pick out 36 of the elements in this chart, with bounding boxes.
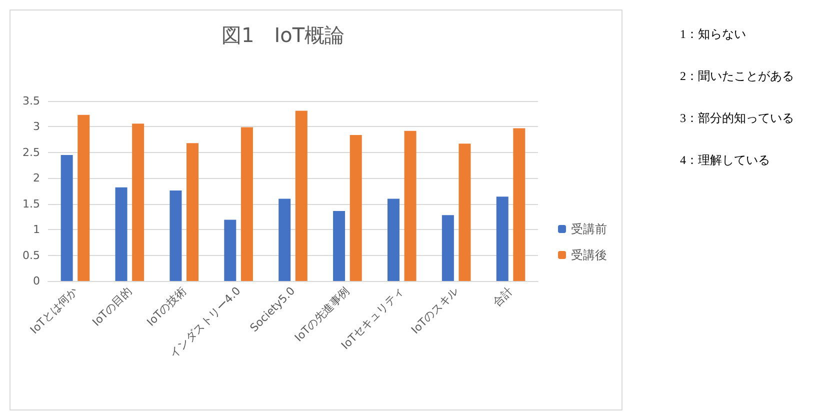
y-tick-label: 1.5 <box>22 197 40 210</box>
bar <box>278 198 291 281</box>
legend-label: 受講後 <box>571 248 607 262</box>
bar <box>78 114 90 281</box>
y-tick-label: 2 <box>33 172 40 185</box>
y-tick-label: 1 <box>33 223 40 236</box>
bar <box>186 143 199 281</box>
bar <box>350 134 362 281</box>
bar <box>170 190 182 281</box>
bar <box>333 211 346 281</box>
x-tick-label: IoTの技術 <box>144 284 189 329</box>
bar <box>60 155 73 281</box>
x-tick-label: IoTのスキル <box>408 284 461 336</box>
x-tick-label: IoTの目的 <box>90 284 134 329</box>
text: 4：理解している <box>680 153 770 167</box>
bar <box>132 124 144 281</box>
bar <box>513 128 526 281</box>
x-tick-label: 合計 <box>490 284 516 310</box>
bar <box>442 215 454 281</box>
y-tick-label: 2.5 <box>22 146 40 159</box>
bar <box>387 198 400 281</box>
text: 1：知らない <box>680 27 746 41</box>
chart-title: 図1 IoT概論 <box>221 23 345 47</box>
bar <box>295 110 308 281</box>
y-tick-label: 0.5 <box>22 248 40 262</box>
text: 3：部分的知っている <box>680 111 794 125</box>
y-tick-label: 3.5 <box>22 94 40 108</box>
bar <box>458 144 471 281</box>
text: 2：聞いたことがある <box>680 69 794 83</box>
bar <box>240 127 253 281</box>
bar <box>224 220 236 281</box>
y-tick-label: 3 <box>33 120 40 134</box>
bar <box>404 130 416 281</box>
bar <box>496 196 508 281</box>
legend-label: 受講前 <box>571 222 607 236</box>
bar <box>115 187 128 281</box>
